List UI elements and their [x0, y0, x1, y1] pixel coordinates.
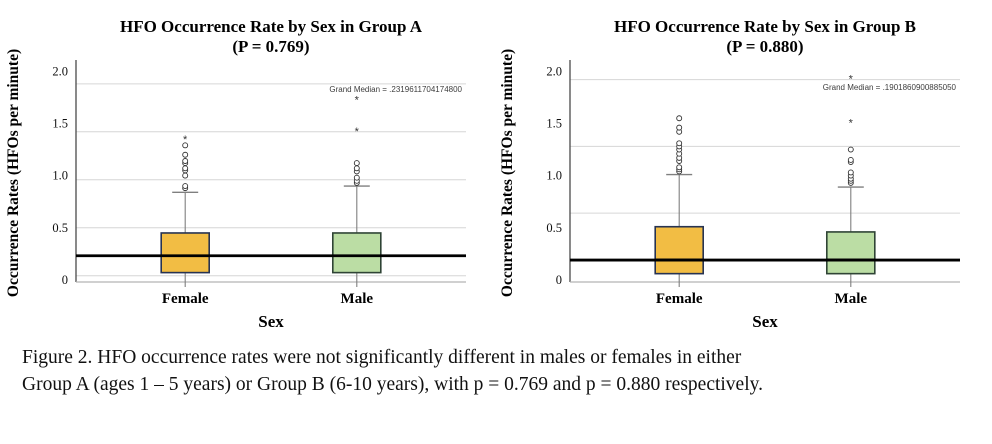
y-tick-label: 0.5 — [546, 221, 562, 235]
female-box — [654, 225, 704, 275]
outlier-point — [676, 140, 683, 147]
y-tick-label: 0.5 — [52, 221, 68, 235]
female-box — [160, 232, 210, 274]
y-tick-label: 1.5 — [52, 116, 68, 130]
chart-subtitle: (P = 0.880) — [726, 37, 803, 56]
caption-line-2: Group A (ages 1 – 5 years) or Group B (6… — [22, 374, 763, 396]
figure-caption: Figure 2. HFO occurrence rates were not … — [22, 344, 962, 399]
male-box — [825, 231, 876, 275]
category-label: Male — [835, 291, 868, 307]
group-a-boxplot-svg: HFO Occurrence Rate by Sex in Group A(P … — [5, 17, 466, 331]
outlier-point — [847, 157, 854, 163]
male-box — [331, 232, 382, 274]
outlier-point — [182, 165, 189, 172]
y-tick-label: 1.5 — [546, 116, 562, 130]
outlier-point — [182, 158, 189, 164]
outlier-point — [182, 183, 189, 189]
y-tick-label: 2.0 — [52, 64, 68, 78]
outlier-point — [676, 124, 683, 131]
outlier-point — [676, 115, 683, 122]
outlier-point — [353, 165, 360, 172]
category-label: Female — [656, 291, 703, 307]
category-label: Female — [162, 291, 209, 307]
charts-row: HFO Occurrence Rate by Sex in Group A (P … — [0, 6, 988, 338]
group-b-boxplot-svg: HFO Occurrence Rate by Sex in Group B(P … — [499, 17, 960, 331]
extreme-point: * — [849, 117, 854, 129]
x-axis-title: Sex — [258, 312, 284, 331]
y-tick-label: 1.0 — [546, 169, 562, 183]
y-tick-label: 0 — [556, 273, 562, 287]
y-axis-title: Occurrence Rates (HFOs per minute) — [499, 49, 516, 297]
y-tick-label: 2.0 — [546, 64, 562, 78]
y-axis-title: Occurrence Rates (HFOs per minute) — [5, 49, 22, 297]
extreme-point: * — [849, 74, 854, 86]
outlier-point — [676, 164, 683, 171]
caption-line-1: Figure 2. HFO occurrence rates were not … — [22, 347, 742, 368]
category-label: Male — [341, 291, 374, 307]
y-tick-label: 1.0 — [52, 169, 68, 183]
y-tick-label: 0 — [62, 273, 68, 287]
extreme-point: * — [183, 134, 188, 146]
outlier-point — [353, 174, 360, 181]
outlier-point — [353, 160, 360, 167]
outlier-point — [182, 172, 189, 179]
outlier-point — [182, 142, 189, 149]
chart-subtitle: (P = 0.769) — [232, 37, 309, 56]
outlier-point — [182, 151, 189, 158]
grand-median-label: Grand Median = .2319611704174800 — [329, 85, 462, 94]
extreme-point: * — [355, 126, 360, 138]
outlier-point — [847, 169, 854, 176]
chart-title: HFO Occurrence Rate by Sex in Group B — [614, 17, 916, 36]
grand-median-label: Grand Median = .1901860900885050 — [823, 83, 957, 92]
chart-title: HFO Occurrence Rate by Sex in Group A — [120, 17, 423, 36]
group-a-chart: HFO Occurrence Rate by Sex in Group A (P … — [0, 6, 494, 338]
group-b-chart: HFO Occurrence Rate by Sex in Group B (P … — [494, 6, 988, 338]
extreme-point: * — [355, 94, 360, 106]
outlier-point — [847, 146, 854, 153]
x-axis-title: Sex — [752, 312, 778, 331]
